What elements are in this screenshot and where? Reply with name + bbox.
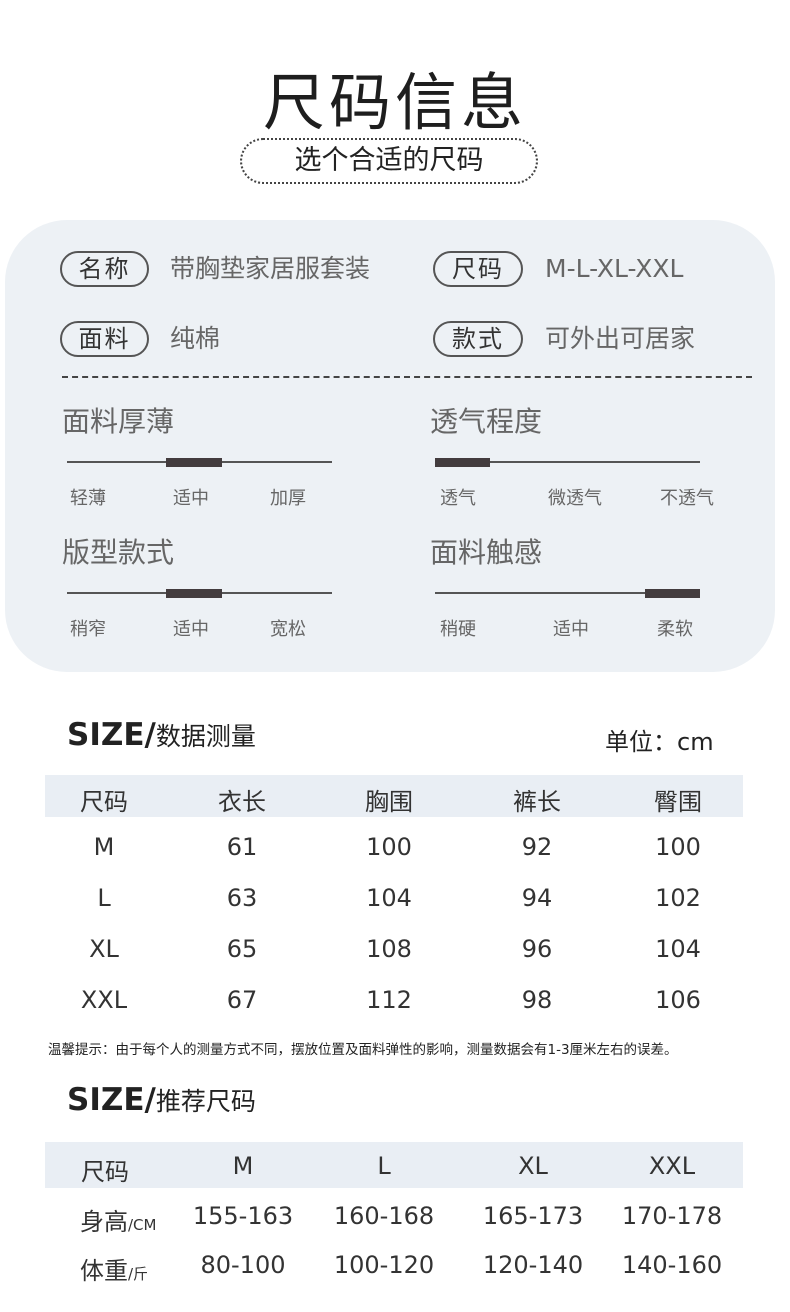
rating-option: 透气	[440, 488, 476, 509]
table-header-cell: 尺码	[80, 788, 128, 816]
rating-option: 稍硬	[440, 619, 476, 640]
rating-option: 轻薄	[70, 488, 106, 509]
table-cell: 61	[226, 833, 258, 861]
size-value: M-L-XL-XXL	[545, 254, 684, 283]
table-cell: 100-120	[333, 1251, 435, 1279]
table-cell: 63	[226, 884, 258, 912]
table-cell: 112	[366, 986, 412, 1014]
recommend-header-band	[45, 1142, 743, 1188]
rating-option: 宽松	[270, 619, 306, 640]
table-header-cell: 衣长	[218, 788, 266, 816]
table-cell: 120-140	[482, 1251, 584, 1279]
table-cell: XXL	[80, 986, 128, 1014]
table-cell: 155-163	[192, 1202, 294, 1230]
table-cell: 96	[521, 935, 553, 963]
table-cell: 67	[226, 986, 258, 1014]
subtitle-pill: 选个合适的尺码	[240, 138, 538, 184]
table-header-cell: M	[232, 1152, 254, 1180]
rating-option: 稍窄	[70, 619, 106, 640]
rating-option: 微透气	[548, 488, 602, 509]
row-label-unit: /斤	[128, 1265, 149, 1283]
rating-title-fit: 版型款式	[62, 536, 175, 569]
rating-indicator	[645, 589, 700, 598]
table-cell: 98	[521, 986, 553, 1014]
table-cell: 140-160	[621, 1251, 723, 1279]
name-value: 带胸垫家居服套装	[170, 254, 371, 283]
table-cell: 160-168	[333, 1202, 435, 1230]
style-label: 款式	[433, 321, 523, 357]
heading-prefix: SIZE/	[67, 1082, 156, 1118]
measure-note: 温馨提示：由于每个人的测量方式不同，摆放位置及面料弹性的影响，测量数据会有1-3…	[48, 1042, 678, 1058]
table-cell: 104	[655, 935, 701, 963]
row-label-text: 体重	[80, 1257, 128, 1285]
rating-option: 加厚	[270, 488, 306, 509]
table-cell: 100	[655, 833, 701, 861]
dashed-divider	[62, 376, 752, 378]
table-cell: 102	[655, 884, 701, 912]
row-label: 身高/CM	[80, 1202, 156, 1237]
table-cell: 108	[366, 935, 412, 963]
rating-option: 适中	[173, 488, 209, 509]
table-header-cell: 裤长	[513, 788, 561, 816]
heading-text: 数据测量	[155, 722, 256, 751]
table-cell: 94	[521, 884, 553, 912]
fabric-label: 面料	[60, 321, 149, 357]
table-header-cell: XXL	[648, 1152, 696, 1180]
product-info-panel	[5, 220, 775, 672]
table-cell: 106	[655, 986, 701, 1014]
row-label-unit: /CM	[128, 1216, 157, 1234]
table-header-cell: XL	[518, 1152, 548, 1180]
rating-title-thickness: 面料厚薄	[62, 405, 175, 438]
measure-heading: SIZE/数据测量	[67, 717, 256, 753]
rating-track	[435, 592, 700, 594]
rating-indicator	[166, 589, 222, 598]
table-cell: 92	[521, 833, 553, 861]
table-header-cell: L	[377, 1152, 391, 1180]
table-cell: 100	[366, 833, 412, 861]
rating-indicator	[166, 458, 222, 467]
table-header-cell: 臀围	[654, 788, 702, 816]
heading-text: 推荐尺码	[155, 1087, 256, 1116]
table-header-cell: 尺码	[81, 1158, 129, 1186]
name-label: 名称	[60, 251, 149, 287]
table-cell: 80-100	[200, 1251, 286, 1279]
size-label: 尺码	[433, 251, 523, 287]
row-label: 体重/斤	[80, 1251, 148, 1286]
rating-option: 适中	[173, 619, 209, 640]
rating-option: 柔软	[657, 619, 693, 640]
unit-label: 单位：cm	[605, 728, 714, 756]
table-cell: L	[97, 884, 111, 912]
rating-indicator	[435, 458, 490, 467]
rating-title-breathability: 透气程度	[430, 405, 543, 438]
table-cell: M	[93, 833, 115, 861]
page-title: 尺码信息	[262, 66, 527, 139]
table-cell: 104	[366, 884, 412, 912]
table-cell: 170-178	[621, 1202, 723, 1230]
rating-title-feel: 面料触感	[430, 536, 543, 569]
rating-track	[435, 461, 700, 463]
heading-prefix: SIZE/	[67, 717, 156, 753]
rating-option: 适中	[553, 619, 589, 640]
row-label-text: 身高	[80, 1208, 128, 1236]
measure-header-band	[45, 775, 743, 817]
table-cell: XL	[89, 935, 119, 963]
table-cell: 165-173	[482, 1202, 584, 1230]
table-header-cell: 胸围	[365, 788, 413, 816]
table-cell: 65	[226, 935, 258, 963]
fabric-value: 纯棉	[170, 324, 221, 353]
style-value: 可外出可居家	[545, 324, 696, 353]
rating-option: 不透气	[660, 488, 714, 509]
recommend-heading: SIZE/推荐尺码	[67, 1082, 256, 1118]
